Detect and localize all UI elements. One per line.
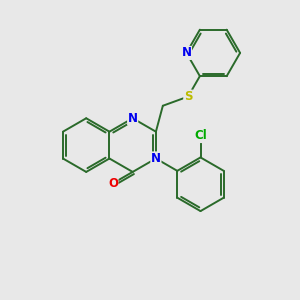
Text: N: N [182,46,191,59]
Text: Cl: Cl [194,130,207,142]
Text: O: O [108,177,118,190]
Text: S: S [184,90,192,103]
Text: N: N [128,112,138,125]
Text: N: N [151,152,161,165]
